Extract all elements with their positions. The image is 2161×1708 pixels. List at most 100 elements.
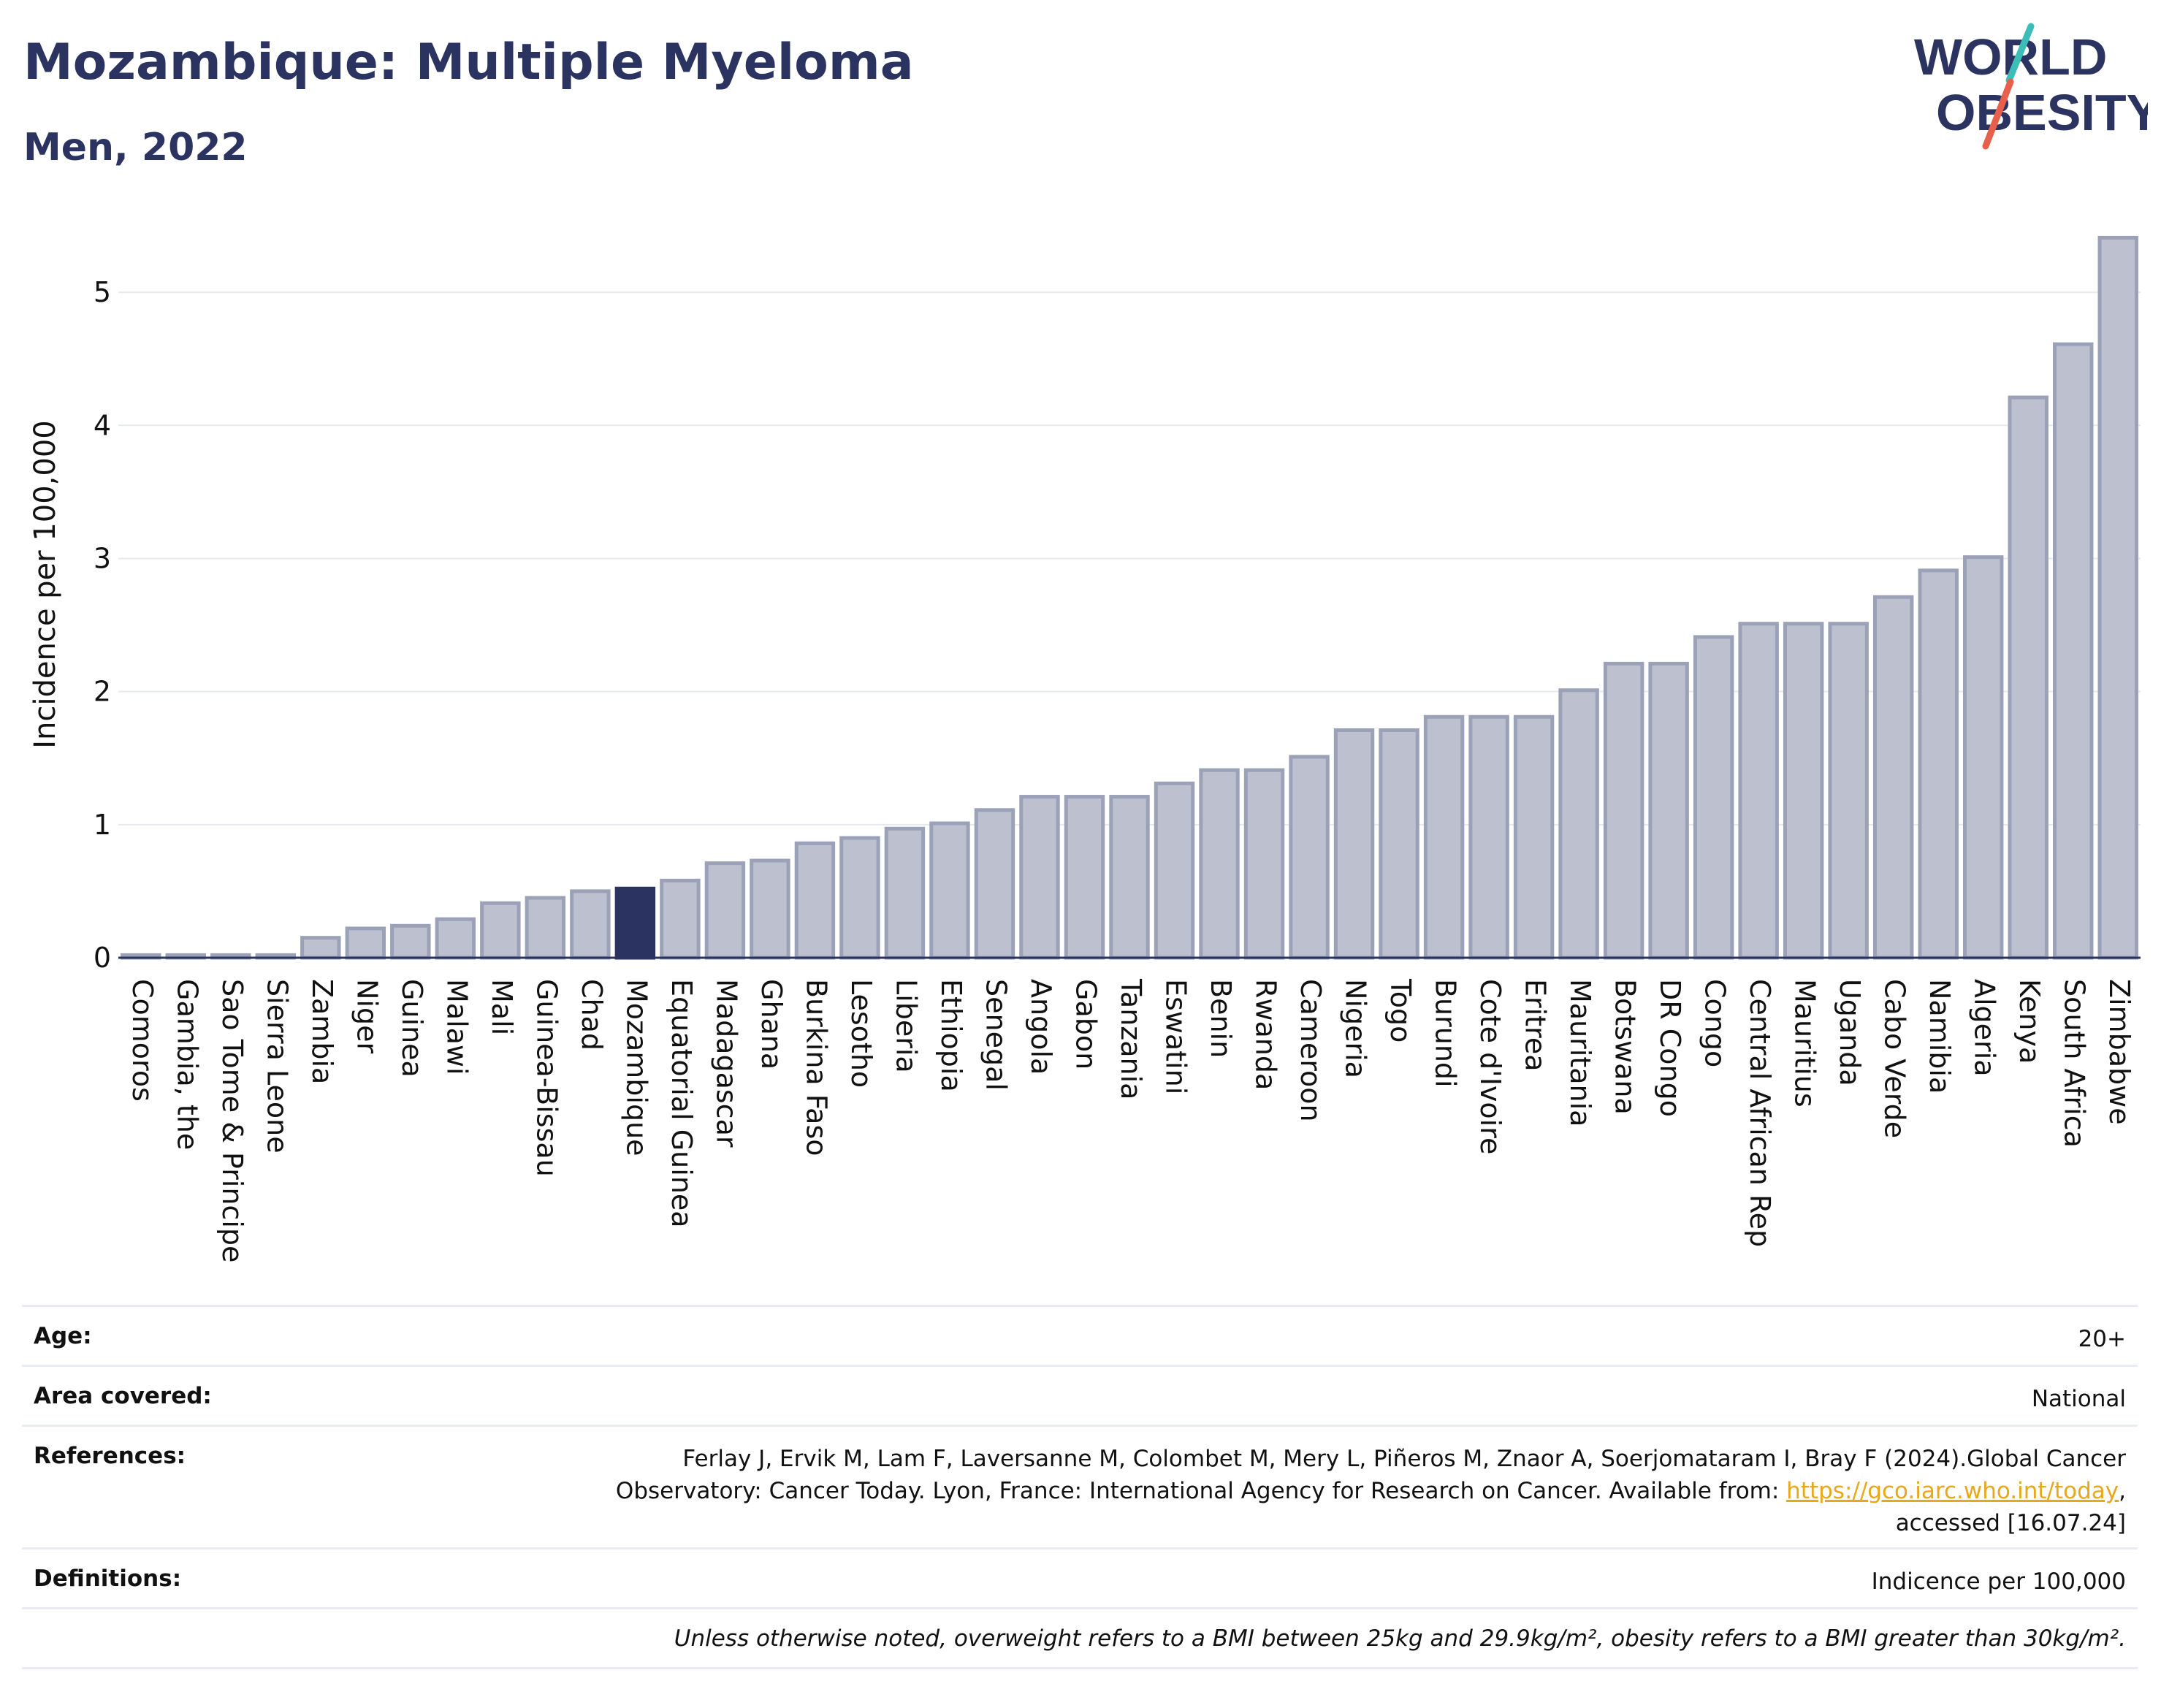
x-tick-label: Cabo Verde [1879,979,1911,1138]
info-row-note: Unless otherwise noted, overweight refer… [22,1607,2138,1667]
info-table-bottom-border [22,1667,2138,1669]
area-label: Area covered: [34,1383,212,1409]
y-tick-labels: 0 1 2 3 4 5 [94,276,111,974]
references-line-2: Observatory: Cancer Today. Lyon, France:… [616,1475,2126,1507]
x-tick-label: Botswana [1609,979,1642,1115]
area-value: National [2031,1386,2126,1412]
bar [1333,728,1375,960]
x-tick-label: Burkina Faso [800,979,832,1156]
bar [1109,795,1150,960]
bar [1693,635,1734,960]
bar [390,923,431,960]
x-tick-label: Togo [1384,978,1417,1042]
bar [1872,595,1914,960]
bar [1603,661,1644,960]
x-tick-label: Rwanda [1250,979,1282,1090]
bar [1154,781,1195,960]
y-tick-label: 3 [94,542,111,574]
x-tick-label: Angola [1025,979,1057,1075]
x-tick-label: Kenya [2013,979,2046,1064]
y-tick-label: 2 [94,676,111,708]
x-tick-label: Gambia, the [171,979,203,1150]
bar [1064,795,1105,960]
x-tick-label: Niger [351,979,383,1053]
chart-subtitle: Men, 2022 [23,126,248,169]
x-tick-label: Zambia [306,979,338,1084]
y-tick-label: 4 [94,409,111,441]
x-tick-label: Ethiopia [935,979,967,1092]
x-tick-label: Senegal [980,979,1012,1091]
info-row-references: References: Ferlay J, Ervik M, Lam F, La… [22,1425,2138,1547]
bar [1379,728,1419,960]
x-tick-label: Algeria [1969,979,2001,1077]
bar [1918,568,1959,960]
x-tick-label: Central African Rep [1744,979,1776,1247]
info-row-age: Age: 20+ [22,1305,2138,1365]
bar [1962,555,2004,960]
x-tick-label: Madagascar [710,979,742,1148]
definitions-value: Indicence per 100,000 [1871,1568,2126,1595]
chart-title: Mozambique: Multiple Myeloma [23,34,914,91]
definitions-label: Definitions: [34,1566,182,1592]
x-tick-label: Nigeria [1340,979,1372,1078]
y-tick-label: 0 [94,942,111,974]
bar [794,841,836,960]
logo-slash-red [1982,78,2014,150]
bar [2008,395,2048,960]
x-tick-label: Ghana [755,979,788,1070]
x-tick-label: Cameroon [1295,979,1327,1122]
references-line-1: Ferlay J, Ervik M, Lam F, Laversanne M, … [682,1446,2126,1472]
logo-slash-teal [2005,23,2035,84]
x-tick-label: Guinea [396,979,428,1078]
bar [1199,768,1240,960]
bar [1289,755,1330,960]
x-tick-label: Equatorial Guinea [666,979,698,1228]
references-line-2-comma: , [2119,1478,2126,1504]
bar [839,836,880,960]
x-tick-label: Namibia [1924,979,1956,1094]
bar [2097,235,2138,960]
x-tick-label: Guinea-Bissau [530,979,563,1177]
bar [1423,714,1465,960]
bar [345,926,386,960]
bar [480,901,521,960]
x-tick-label: Tanzania [1115,978,1147,1099]
x-tick-label: Uganda [1834,979,1866,1086]
x-tick-label: Lesotho [845,979,877,1088]
x-tick-label: Eritrea [1520,979,1552,1072]
bar [2053,342,2094,960]
bar [1558,688,1599,960]
x-tick-label: Sierra Leone [261,979,293,1154]
bar [300,936,341,960]
x-tick-label: Gabon [1070,979,1102,1070]
info-row-area: Area covered: National [22,1365,2138,1425]
bar [660,878,701,960]
x-tick-label: Benin [1205,979,1237,1058]
x-tick-label: Cote d'Ivoire [1474,979,1506,1154]
x-tick-label: Eswatini [1160,979,1192,1094]
references-link[interactable]: https://gco.iarc.who.int/today [1786,1478,2119,1504]
bmi-note: Unless otherwise noted, overweight refer… [674,1625,2126,1652]
bar [1828,622,1869,960]
age-label: Age: [34,1323,92,1349]
bar [884,826,926,960]
x-tick-labels: Comoros Gambia, the Sao Tome & Principe Sie… [126,978,2135,1262]
x-tick-label: DR Congo [1654,979,1686,1117]
x-tick-label: Comoros [126,979,159,1102]
x-tick-label: Burundi [1430,979,1462,1088]
references-line-3: accessed [16.07.24] [1895,1510,2126,1536]
bar [1513,714,1555,960]
references-value: Ferlay J, Ervik M, Lam F, Laversanne M, … [616,1443,2126,1539]
bar [929,821,970,960]
logo-text-obesity: OBESITY [1936,84,2148,141]
age-value: 20+ [2078,1326,2126,1352]
references-line-2-text: Observatory: Cancer Today. Lyon, France:… [615,1478,1787,1504]
bar [1468,714,1509,960]
world-obesity-logo: WORLD OBESITY [1914,23,2148,150]
x-tick-label: Chad [576,979,608,1051]
y-tick-label: 1 [94,809,111,841]
bar [1243,768,1285,960]
bar [1783,622,1824,960]
references-label: References: [34,1443,186,1469]
bar [974,808,1015,960]
